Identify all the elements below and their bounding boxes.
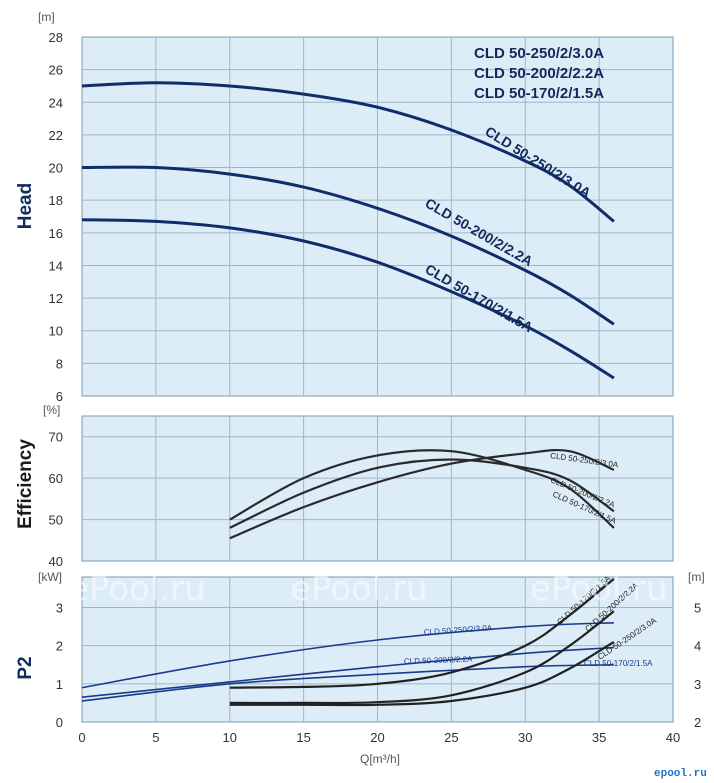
efficiency-y-tick-label: 60 <box>49 471 63 486</box>
x-axis-label: Q[m³/h] <box>360 752 400 766</box>
efficiency-y-unit: [%] <box>43 403 60 417</box>
x-tick-label: 5 <box>152 730 159 745</box>
p2-curve-0 <box>81 622 614 689</box>
head-y-tick-label: 16 <box>49 226 63 241</box>
npsh-curve-3 <box>229 578 615 689</box>
head-y-tick-label: 8 <box>56 356 63 371</box>
x-tick-label: 40 <box>666 730 680 745</box>
legend-entry: CLD 50-170/2/1.5A <box>474 85 604 102</box>
head-y-tick-label: 26 <box>49 63 63 78</box>
head-curve-1 <box>81 165 615 326</box>
head-curve-2 <box>81 218 615 380</box>
x-tick-label: 10 <box>223 730 237 745</box>
npsh-y-tick-label: 2 <box>694 715 701 730</box>
p2-axis-label: P2 <box>15 656 36 679</box>
npsh-y-unit: [m] <box>688 570 705 584</box>
head-y-tick-label: 24 <box>49 95 63 110</box>
npsh-curve-4 <box>229 610 615 705</box>
p2-curve-label: CLD 50-200/2/2.2A <box>404 655 473 666</box>
x-tick-label: 30 <box>518 730 532 745</box>
x-tick-label: 0 <box>78 730 85 745</box>
efficiency-curve-1 <box>229 458 615 529</box>
head-y-tick-label: 12 <box>49 291 63 306</box>
p2-curve-1 <box>81 646 614 698</box>
p2-y-tick-label: 0 <box>56 715 63 730</box>
head-y-tick-label: 22 <box>49 128 63 143</box>
x-tick-label: 20 <box>370 730 384 745</box>
p2-y-tick-label: 3 <box>56 601 63 616</box>
x-tick-label: 35 <box>592 730 606 745</box>
head-y-unit: [m] <box>38 10 55 24</box>
efficiency-curve-2 <box>229 449 615 529</box>
x-tick-label: 15 <box>296 730 310 745</box>
head-y-tick-label: 20 <box>49 161 63 176</box>
head-curve-0 <box>81 81 615 223</box>
watermark: ePool.ru <box>68 569 206 609</box>
p2-y-tick-label: 2 <box>56 639 63 654</box>
p2-curve-label: CLD 50-170/2/1.5A <box>584 659 653 668</box>
p2-y-tick-label: 1 <box>56 677 63 692</box>
legend-entry: CLD 50-200/2/2.2A <box>474 65 604 82</box>
head-y-tick-label: 18 <box>49 193 63 208</box>
watermark: ePool.ru <box>290 569 428 609</box>
efficiency-y-tick-label: 40 <box>49 554 63 569</box>
x-tick-label: 25 <box>444 730 458 745</box>
p2-y-unit: [kW] <box>38 570 62 584</box>
efficiency-curve-0 <box>229 448 615 540</box>
p2-curve-2 <box>81 664 614 702</box>
head-axis-label: Head <box>15 183 36 229</box>
efficiency-axis-label: Efficiency <box>15 439 36 529</box>
logo: epool.ru <box>654 768 707 780</box>
watermark: ePool.ru <box>530 569 668 609</box>
legend-entry: CLD 50-250/2/3.0A <box>474 45 604 62</box>
npsh-y-tick-label: 5 <box>694 601 701 616</box>
npsh-y-tick-label: 3 <box>694 677 701 692</box>
npsh-curve-5 <box>229 640 615 707</box>
efficiency-y-tick-label: 50 <box>49 513 63 528</box>
efficiency-y-tick-label: 70 <box>49 430 63 445</box>
head-y-tick-label: 28 <box>49 30 63 45</box>
head-y-tick-label: 14 <box>49 258 63 273</box>
npsh-y-tick-label: 4 <box>694 639 701 654</box>
head-y-tick-label: 6 <box>56 389 63 404</box>
head-y-tick-label: 10 <box>49 324 63 339</box>
